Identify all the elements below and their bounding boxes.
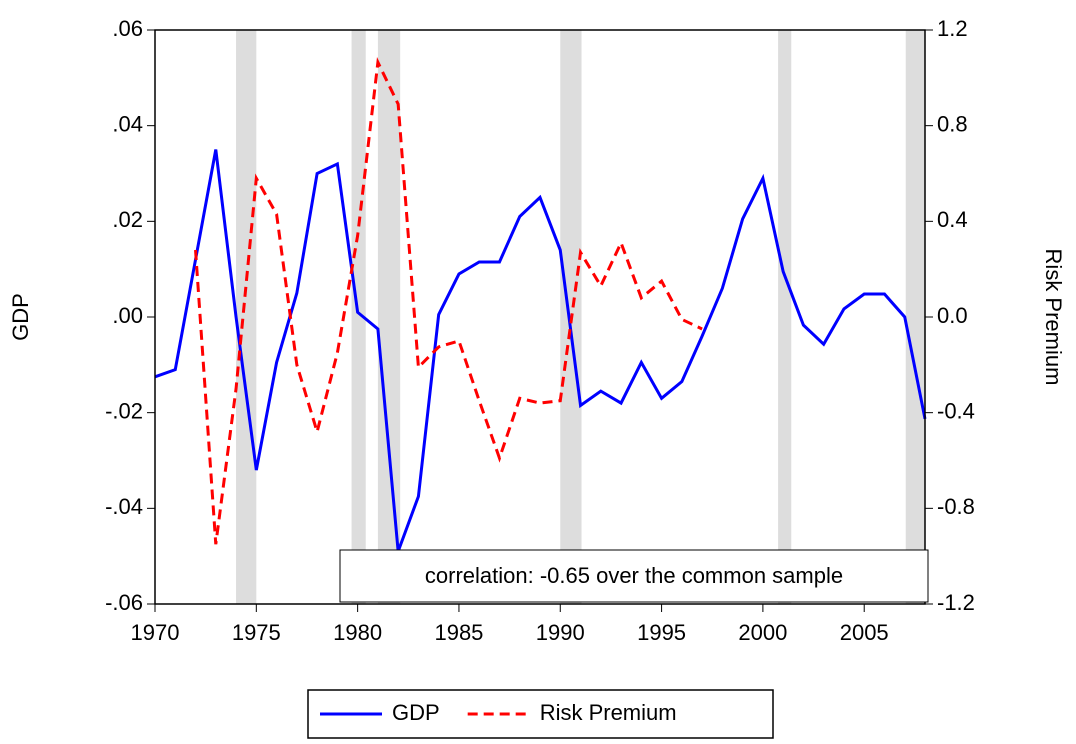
series-line (154, 149, 927, 552)
annotation-box (339, 549, 929, 603)
y2-tick-label: 0.0 (937, 303, 968, 328)
y-tick-label: .04 (112, 111, 143, 136)
plot-frame (154, 29, 926, 605)
recession-band (778, 30, 792, 604)
y2-tick-label: -0.8 (937, 494, 975, 519)
y2-tick-label: 0.4 (937, 207, 968, 232)
x-tick-label: 2005 (840, 620, 889, 645)
y2-tick-label: -0.4 (937, 398, 975, 423)
y-tick-label: -.04 (105, 494, 143, 519)
y-tick-label: .02 (112, 207, 143, 232)
series-line (194, 57, 703, 545)
recession-band (377, 30, 401, 604)
x-tick-label: 1990 (536, 620, 585, 645)
legend-label: GDP (392, 700, 440, 725)
y2-tick-label: 1.2 (937, 16, 968, 41)
legend-label: Risk Premium (540, 700, 677, 725)
x-tick-label: 1980 (333, 620, 382, 645)
x-tick-label: 2000 (738, 620, 787, 645)
recession-band (351, 30, 366, 604)
x-tick-label: 1995 (637, 620, 686, 645)
y-tick-label: -.02 (105, 398, 143, 423)
annotation: correlation: -0.65 over the common sampl… (425, 563, 843, 588)
y2-tick-label: 0.8 (937, 111, 968, 136)
y-tick-label: .00 (112, 303, 143, 328)
recession-band (236, 30, 257, 604)
y-axis-label: GDP (8, 293, 33, 341)
y2-tick-label: -1.2 (937, 590, 975, 615)
x-tick-label: 1975 (232, 620, 281, 645)
x-tick-label: 1970 (131, 620, 180, 645)
x-tick-label: 1985 (434, 620, 483, 645)
recession-band (905, 30, 925, 604)
y-tick-label: -.06 (105, 590, 143, 615)
y2-axis-label: Risk Premium (1041, 249, 1066, 386)
y-tick-label: .06 (112, 16, 143, 41)
legend-box (307, 689, 774, 739)
